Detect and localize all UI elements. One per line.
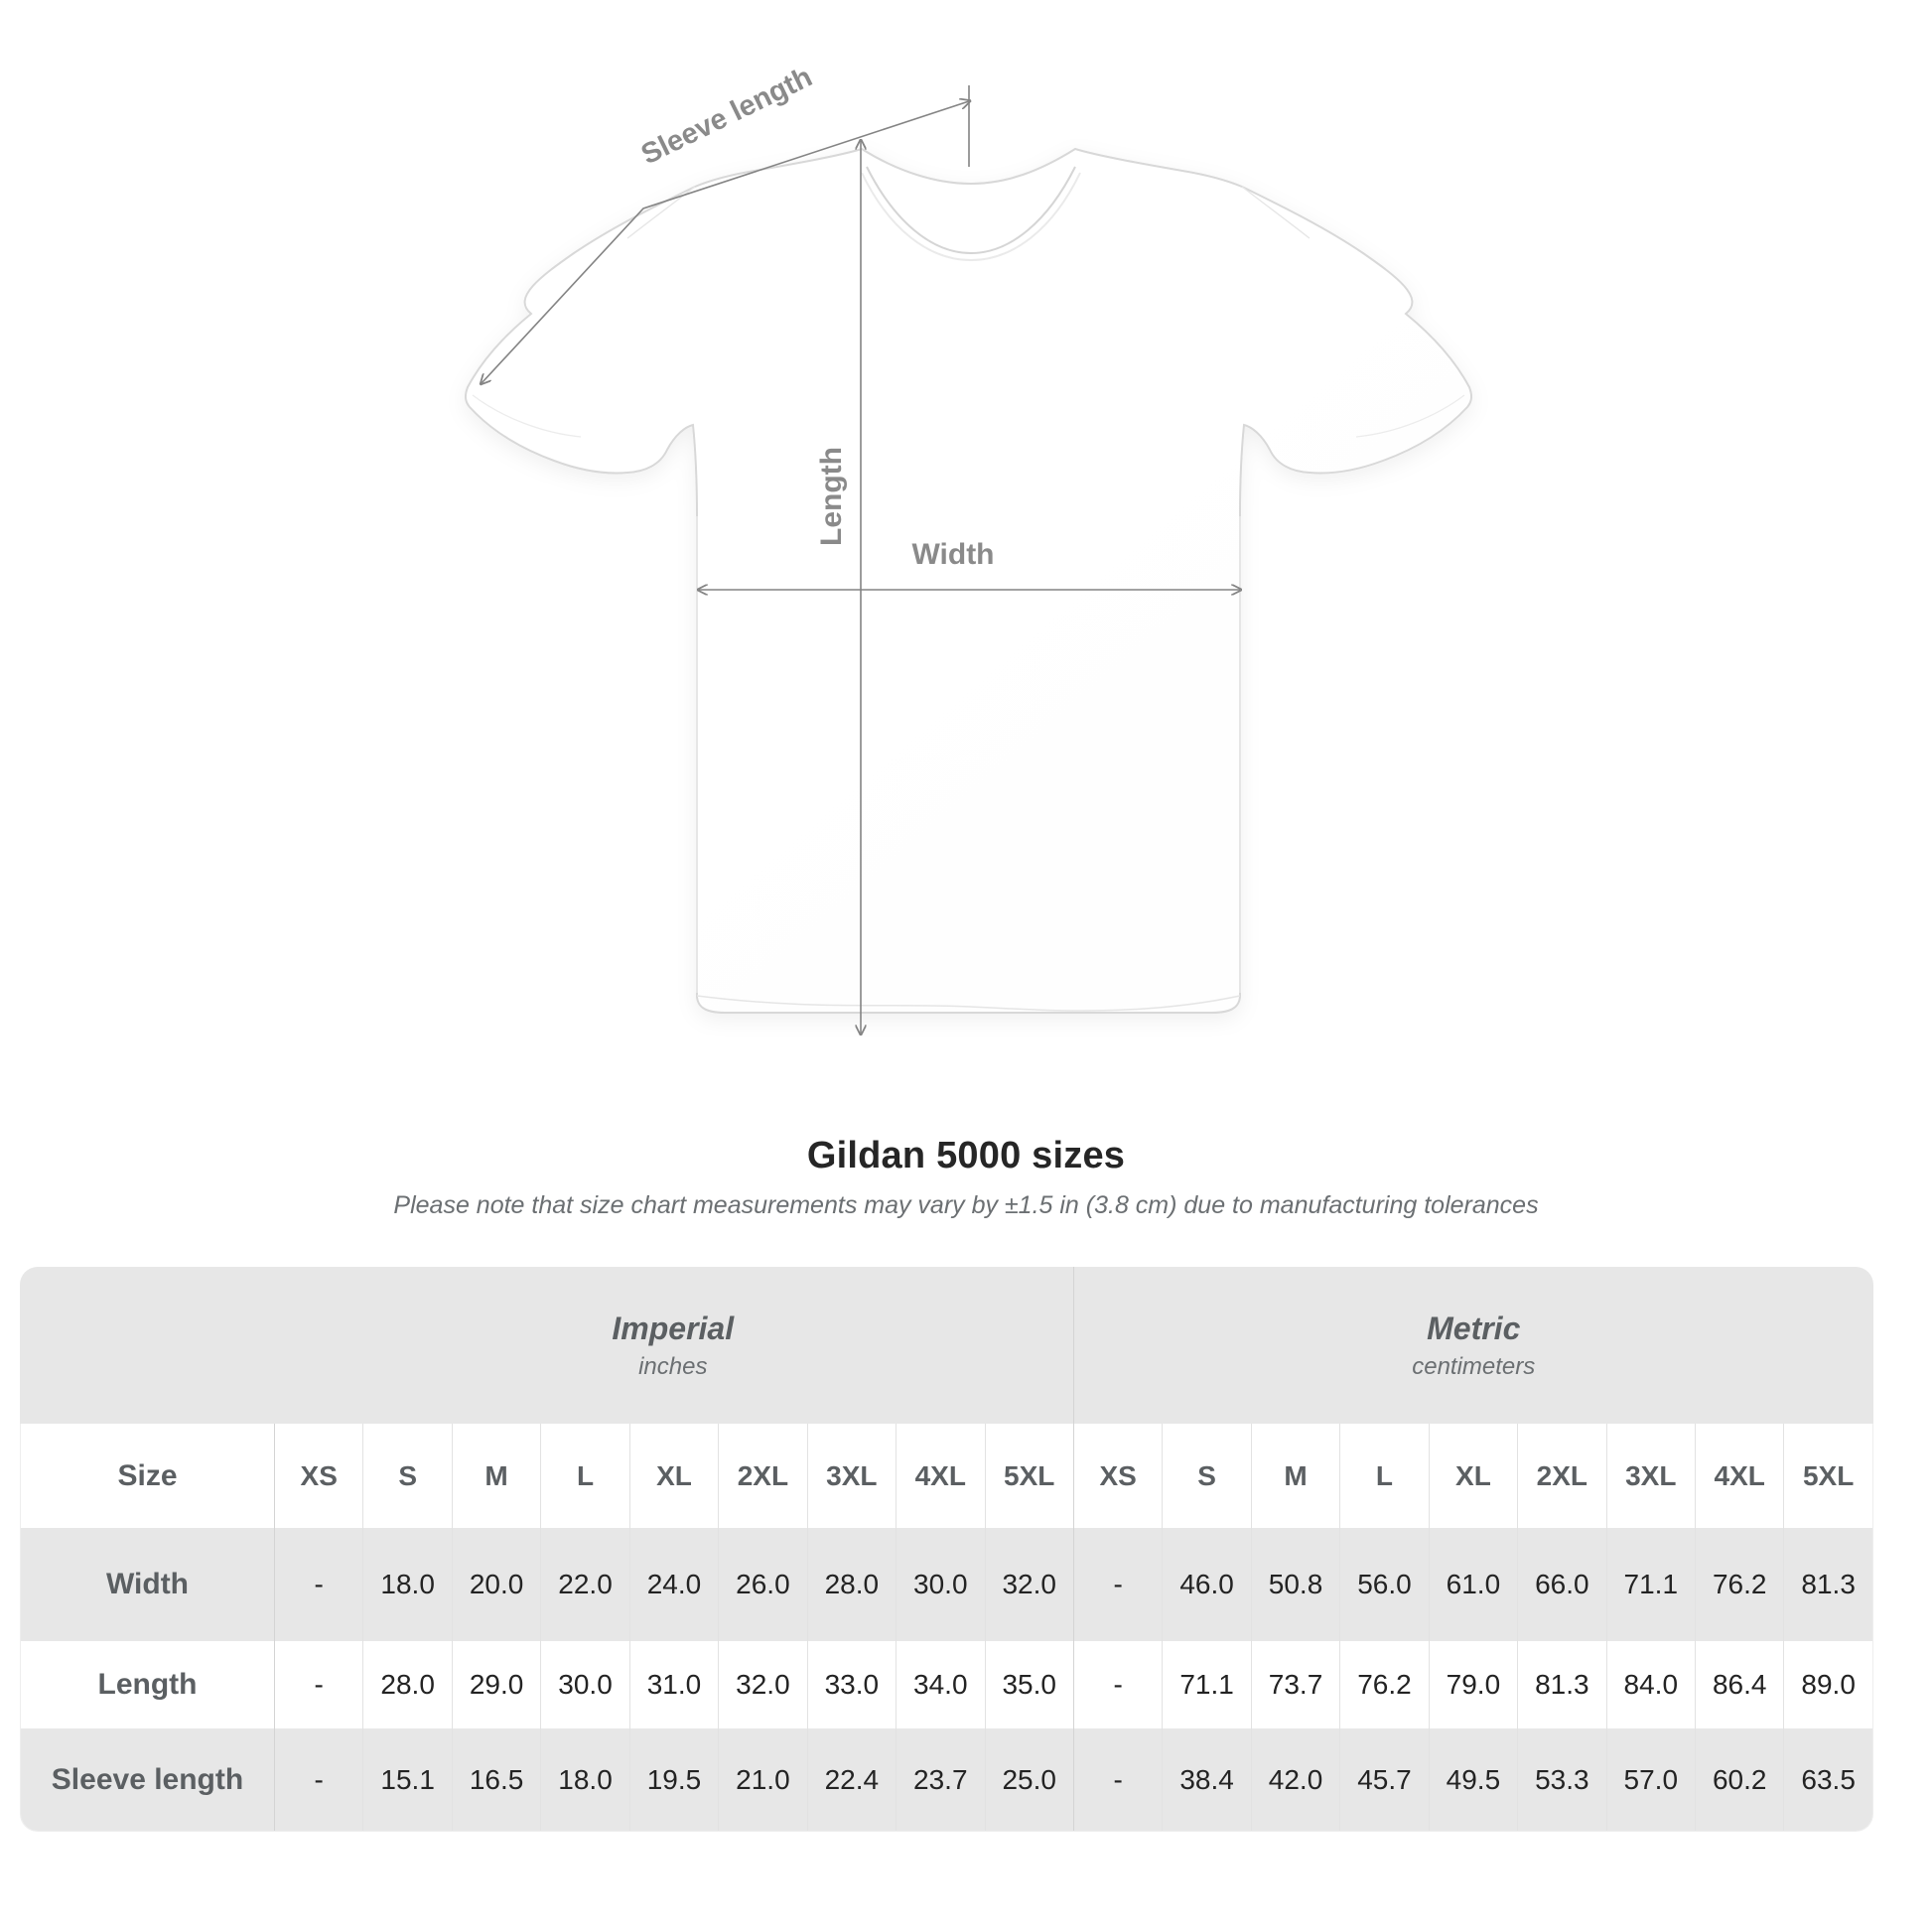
svg-text:Width: Width bbox=[911, 538, 994, 571]
svg-text:Length: Length bbox=[815, 447, 848, 546]
svg-text:Sleeve length: Sleeve length bbox=[636, 62, 817, 172]
